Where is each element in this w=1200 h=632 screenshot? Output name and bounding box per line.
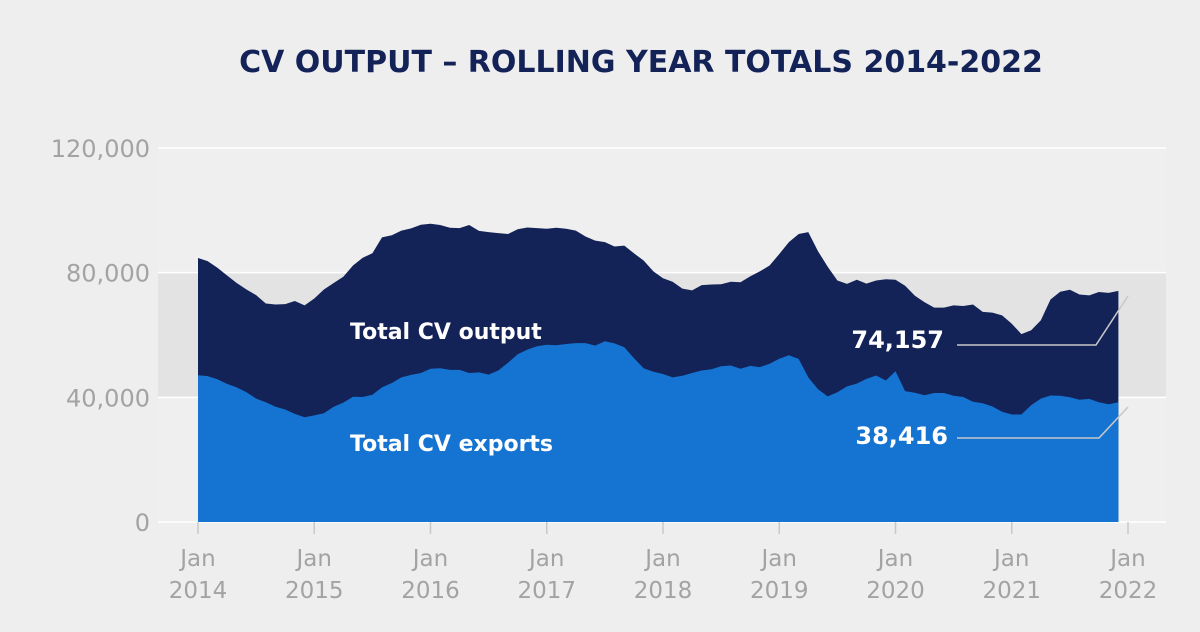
series-areas — [198, 223, 1119, 522]
grid-band — [158, 148, 1166, 273]
x-tick-label-month: Jan — [411, 546, 448, 572]
x-tick-label-month: Jan — [876, 546, 913, 572]
leader-line-exports — [957, 406, 1129, 439]
y-tick-label: 120,000 — [51, 135, 150, 163]
end-value-label-output: 74,157 — [851, 326, 944, 354]
y-axis: 0 40,000 80,000 120,000 — [51, 135, 150, 537]
chart-title: CV OUTPUT – ROLLING YEAR TOTALS 2014-202… — [239, 45, 1043, 80]
x-tick-label-year: 2018 — [634, 578, 693, 604]
series-label-exports: Total CV exports — [350, 432, 553, 457]
x-tick-label-month: Jan — [643, 546, 680, 572]
x-tick-label-year: 2019 — [750, 578, 809, 604]
x-tick-label-year: 2017 — [517, 578, 576, 604]
x-tick-label-month: Jan — [760, 546, 797, 572]
series-label-output: Total CV output — [350, 320, 542, 345]
x-tick-label-year: 2021 — [982, 578, 1041, 604]
x-tick-label-month: Jan — [527, 546, 564, 572]
x-tick-label-month: Jan — [992, 546, 1029, 572]
y-tick-label: 80,000 — [66, 260, 150, 288]
x-tick-label-month: Jan — [295, 546, 332, 572]
y-tick-label: 40,000 — [66, 384, 150, 412]
y-tick-label: 0 — [135, 509, 150, 537]
x-tick-label-year: 2022 — [1099, 578, 1158, 604]
x-axis: Jan 2014 Jan 2015 Jan 2016 Jan 2017 Jan 2018 Jan 20… — [169, 522, 1158, 604]
x-tick-label-year: 2020 — [866, 578, 925, 604]
series-area-total-cv-exports — [198, 341, 1119, 522]
leader-line-output — [957, 295, 1129, 346]
x-tick-label-month: Jan — [178, 546, 215, 572]
x-tick-label-year: 2016 — [401, 578, 460, 604]
x-tick-label-year: 2014 — [169, 578, 228, 604]
end-value-label-exports: 38,416 — [855, 422, 948, 450]
x-tick-label-month: Jan — [1108, 546, 1145, 572]
x-tick-label-year: 2015 — [285, 578, 344, 604]
